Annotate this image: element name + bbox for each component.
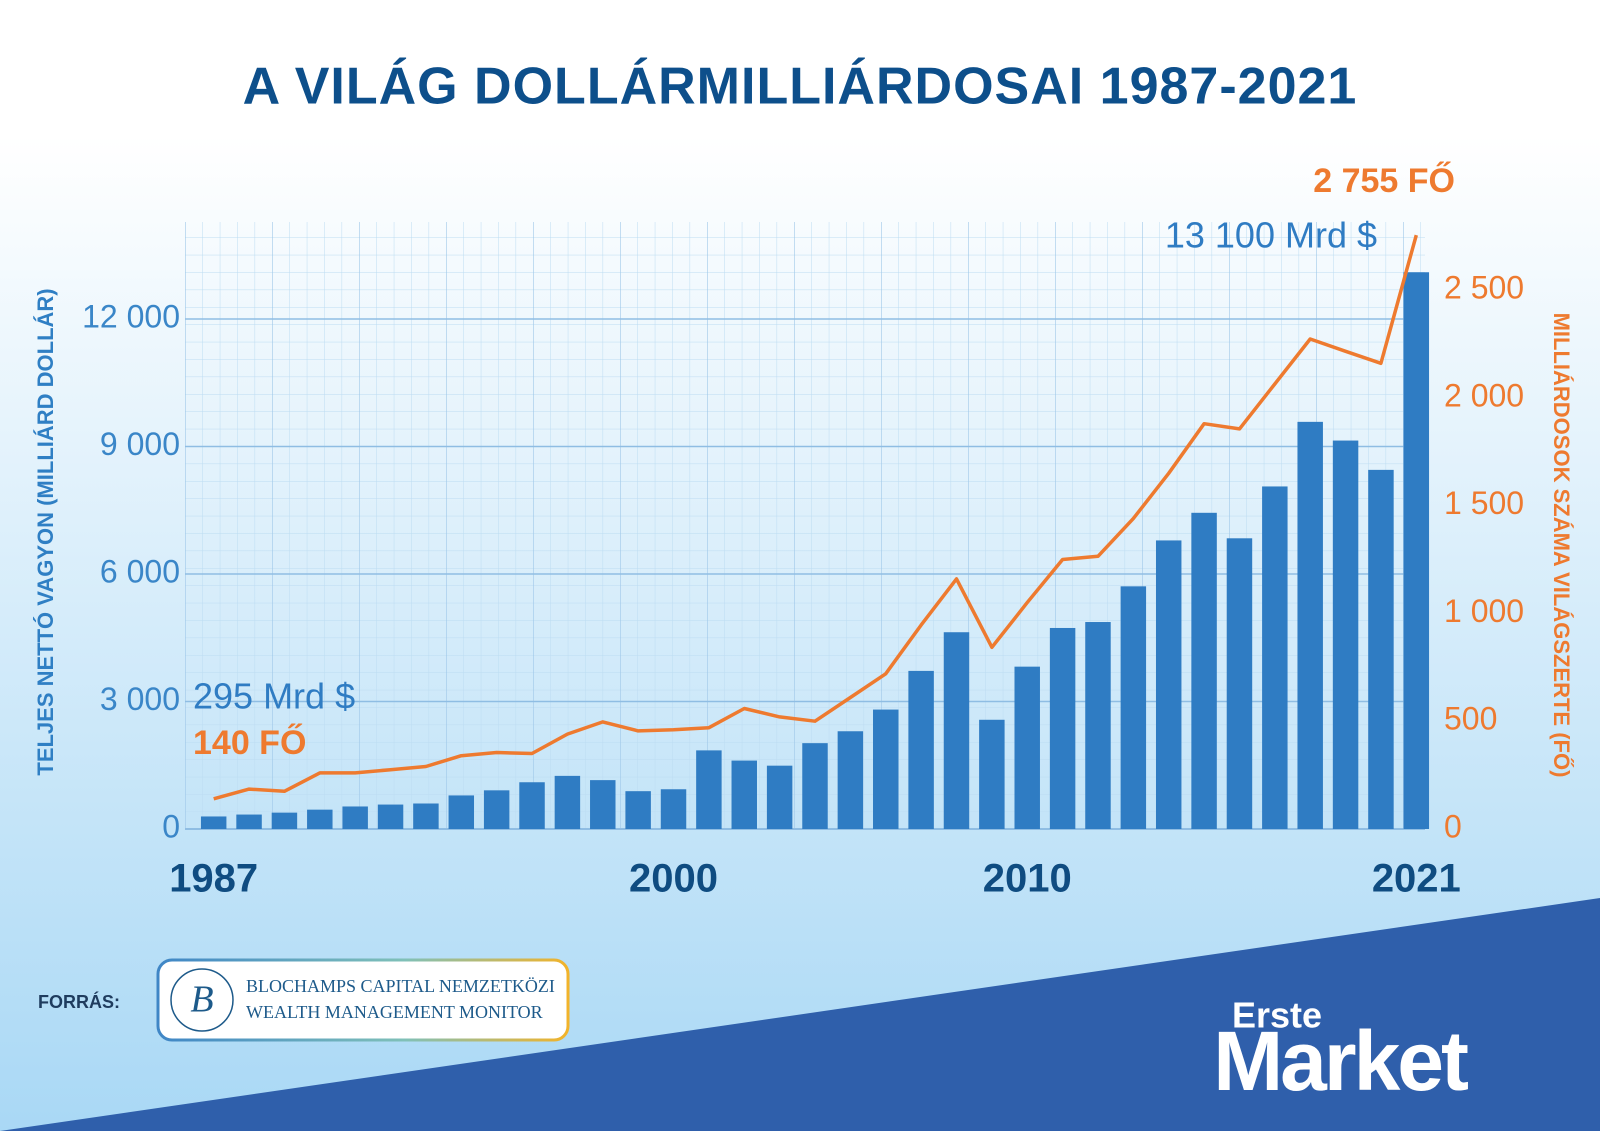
- bar: [1120, 586, 1147, 829]
- bar: [1262, 486, 1288, 829]
- bar: [943, 632, 970, 829]
- bar: [873, 709, 899, 829]
- bar: [625, 791, 651, 829]
- bar: [1403, 272, 1430, 829]
- bar-value-label: 295 Mrd $: [193, 676, 355, 717]
- x-tick-label: 2021: [1372, 857, 1461, 901]
- brand-bottom: Market: [1213, 1014, 1468, 1108]
- source-logo: [170, 968, 234, 1032]
- bar: [1332, 440, 1359, 829]
- y2-tick-label: 1 000: [1444, 593, 1524, 629]
- y2-tick-label: 2 000: [1444, 377, 1524, 413]
- bar: [1014, 666, 1040, 829]
- y2-tick-label: 1 500: [1444, 485, 1524, 521]
- bar: [236, 814, 262, 829]
- bar: [908, 670, 934, 829]
- bar: [766, 765, 793, 829]
- corner-band: [0, 898, 1600, 1131]
- source-logo-letter: B: [190, 979, 213, 1021]
- y-tick-label: 3 000: [100, 681, 180, 717]
- bar: [377, 804, 404, 829]
- bar: [660, 789, 687, 829]
- bar: [1226, 538, 1253, 829]
- chart-title: A VILÁG DOLLÁRMILLIÁRDOSAI 1987-2021: [243, 58, 1358, 116]
- bar: [413, 803, 439, 829]
- bar: [307, 809, 333, 829]
- bar: [696, 750, 722, 829]
- y-tick-label: 6 000: [100, 553, 180, 589]
- bar: [837, 731, 864, 829]
- y-axis-label: TELJES NETTÓ VAGYON (MILLIÁRD DOLLÁR): [33, 288, 58, 775]
- x-tick-label: 2010: [983, 857, 1072, 901]
- source-box: [156, 958, 570, 1042]
- bar: [342, 806, 368, 829]
- x-tick-label: 1987: [169, 857, 258, 901]
- y-tick-label: 12 000: [82, 298, 180, 334]
- source-label: FORRÁS:: [38, 991, 120, 1012]
- y2-tick-label: 2 500: [1444, 270, 1524, 306]
- source-name: WEALTH MANAGEMENT MONITOR: [246, 1002, 543, 1022]
- y2-tick-label: 0: [1444, 808, 1462, 844]
- bar: [1297, 421, 1323, 829]
- bar: [979, 719, 1005, 829]
- bar: [1368, 469, 1394, 829]
- source-name: BLOCHAMPS CAPITAL NEMZETKÖZI: [246, 976, 555, 996]
- y-tick-label: 0: [162, 808, 180, 844]
- bar: [1085, 622, 1111, 829]
- bar: [483, 790, 510, 829]
- brand-top: Erste: [1232, 995, 1322, 1036]
- bar: [1155, 540, 1182, 829]
- bar: [271, 812, 298, 829]
- bar: [590, 780, 616, 829]
- bar: [1191, 512, 1217, 829]
- bar-value-label: 13 100 Mrd $: [1165, 215, 1377, 256]
- bar: [519, 782, 545, 829]
- bar: [802, 743, 828, 829]
- x-tick-label: 2000: [629, 857, 718, 901]
- line-value-label: 2 755 FŐ: [1313, 162, 1455, 200]
- bar: [554, 775, 581, 829]
- grid-paper-major: [185, 222, 1425, 829]
- bar: [448, 795, 475, 829]
- bar: [731, 760, 757, 829]
- bar: [1049, 627, 1076, 829]
- y-tick-label: 9 000: [100, 426, 180, 462]
- line-value-label: 140 FŐ: [193, 724, 306, 762]
- line: [213, 234, 1418, 801]
- bar: [200, 816, 227, 829]
- y2-tick-label: 500: [1444, 701, 1497, 737]
- y2-axis-label: MILLIÁRDOSOK SZÁMA VILÁGSZERTE (FŐ): [1549, 313, 1574, 778]
